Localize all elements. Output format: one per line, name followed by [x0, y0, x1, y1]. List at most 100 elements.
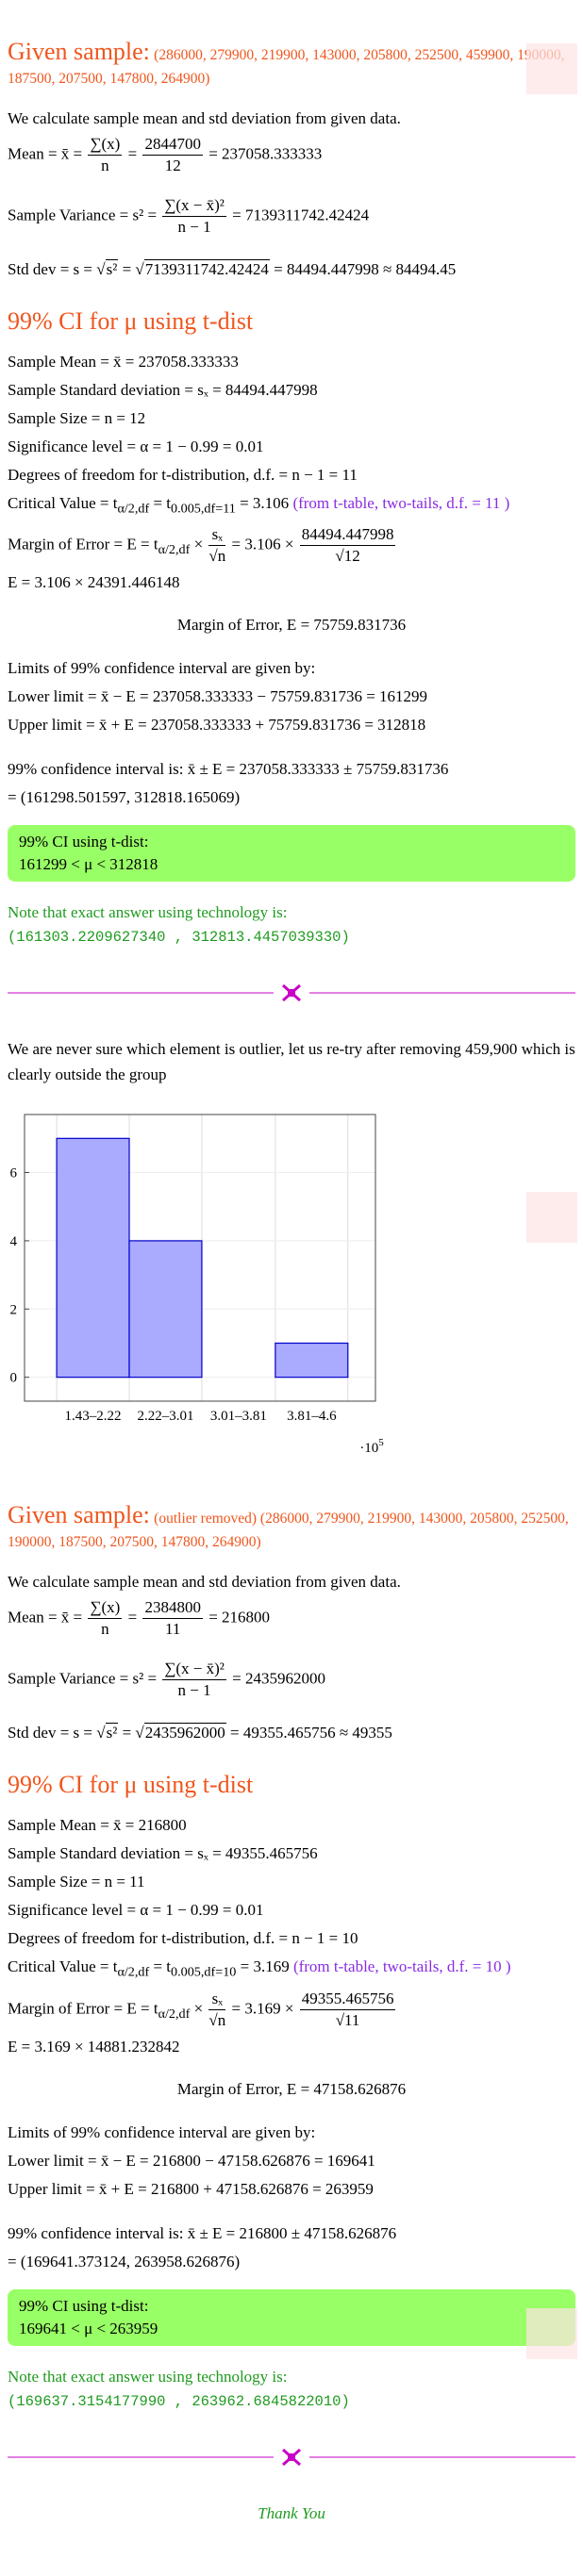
math-text: Critical Value = t: [8, 493, 118, 512]
math-text: = 49355.465756 ≈ 49355: [225, 1724, 392, 1742]
fraction: 84494.447998 √12: [299, 524, 396, 567]
spacer: [8, 1643, 575, 1656]
text-line: We calculate sample mean and std deviati…: [8, 1573, 401, 1592]
text-line: Degrees of freedom for t-distribution, d…: [8, 465, 358, 484]
radicand: s²: [105, 1723, 119, 1742]
denominator: n − 1: [177, 1681, 211, 1700]
x-tick-label: 2.22–3.01: [137, 1409, 193, 1424]
centered-result: Margin of Error, E = 47158.626876: [176, 2079, 407, 2098]
section: Given sample: (286000, 279900, 219900, 1…: [0, 36, 583, 949]
heading: 99% CI for μ using t-dist: [8, 1771, 254, 1799]
outlier-text: We are never sure which element is outli…: [8, 1040, 575, 1084]
math-text: Std dev = s =: [8, 259, 97, 278]
math-text: = 3.106 ×: [227, 535, 298, 553]
x-tick-label: 3.81–4.6: [287, 1409, 337, 1424]
text-line: Significance level = α = 1 − 0.99 = 0.01: [8, 1901, 264, 1920]
math-text: = 3.169 ×: [227, 1999, 298, 2018]
result-box: 99% CI using t-dist: 169641 < μ < 263959: [8, 2288, 575, 2346]
subscript: α/2,df: [158, 542, 191, 558]
spacer: [8, 1748, 575, 1761]
subscript: 0.005,df=11: [171, 501, 236, 517]
spacer: [8, 1704, 575, 1717]
text-line: Significance level = α = 1 − 0.99 = 0.01: [8, 437, 264, 455]
text-line: 99% confidence interval is: x̄ ± E = 237…: [8, 760, 449, 779]
given-values: (286000, 279900, 219900, 143000, 205800,…: [8, 47, 565, 87]
math-text: ×: [190, 535, 208, 553]
math-text: = t: [149, 493, 172, 512]
math-text: Std dev = s =: [8, 1724, 97, 1742]
math-text: = 237058.333333: [204, 144, 323, 163]
divider-art: [8, 984, 575, 1002]
denominator: √n: [208, 547, 226, 566]
formula: Sample Variance = s² = ∑(x − x̄)² n − 1 =…: [8, 195, 575, 238]
formula: Sample Variance = s² = ∑(x − x̄)² n − 1 =…: [8, 1659, 575, 1701]
sqrt: √2435962000: [135, 1723, 226, 1742]
box-title: 99% CI using t-dist:: [19, 2296, 149, 2315]
denominator: n: [101, 156, 109, 174]
formula: Margin of Error = E = tα/2,df × sₓ √n = 3…: [8, 1989, 575, 2031]
math-text: =: [124, 144, 142, 163]
subscript: α/2,df: [117, 1964, 150, 1980]
math-text: Sample Variance = s² =: [8, 206, 161, 224]
subscript: 0.005,df=10: [171, 1964, 237, 1980]
numerator: ∑(x): [88, 1597, 123, 1620]
text-line: Degrees of freedom for t-distribution, d…: [8, 1929, 358, 1948]
math-text: =: [124, 1608, 142, 1627]
spacer: [8, 2204, 575, 2218]
spacer: [8, 285, 575, 298]
math-text: Mean = x̄ =: [8, 1608, 87, 1627]
text-line: E = 3.169 × 14881.232842: [8, 2037, 180, 2056]
math-text: = 3.169: [236, 1957, 293, 1976]
radicand: 7139311742.42424: [143, 258, 270, 278]
sqrt-sign: √: [96, 1724, 106, 1742]
note-value: (161303.2209627340 , 312813.4457039330): [8, 929, 350, 947]
page: Given sample: (286000, 279900, 219900, 1…: [0, 36, 583, 2576]
text-line: Upper limit = x̄ + E = 216800 + 47158.62…: [8, 2179, 374, 2198]
text-line: E = 3.106 × 24391.446148: [8, 573, 180, 592]
formula: Critical Value = tα/2,df = t0.005,df=10 …: [8, 1954, 575, 1985]
text-line: Lower limit = x̄ − E = 237058.333333 − 7…: [8, 687, 428, 706]
sqrt-sign: √: [135, 1724, 144, 1742]
sqrt: √7139311742.42424: [135, 258, 270, 278]
text-line: Limits of 99% confidence interval are gi…: [8, 2122, 316, 2141]
watermark: [526, 43, 577, 94]
text-line: Sample Standard deviation = sₓ = 84494.4…: [8, 380, 318, 399]
numerator: sₓ: [208, 1989, 226, 2010]
spacer: [8, 179, 575, 192]
divider: [0, 2438, 583, 2476]
divider: [0, 974, 583, 1012]
math-text: = 3.106: [235, 493, 293, 512]
fraction: 2844700 12: [142, 134, 203, 176]
denominator: n: [101, 1620, 109, 1639]
numerator: 2384800: [142, 1597, 203, 1620]
text-line: Upper limit = x̄ + E = 237058.333333 + 7…: [8, 716, 426, 735]
text-line: Limits of 99% confidence interval are gi…: [8, 659, 316, 678]
text-line: Sample Size = n = 12: [8, 408, 146, 427]
text-line: = (169641.373124, 263958.626876): [8, 2252, 241, 2271]
fraction: ∑(x − x̄)² n − 1: [162, 1659, 226, 1701]
box-value: 161299 < μ < 312818: [19, 855, 158, 874]
note: Note that exact answer using technology …: [8, 2365, 575, 2414]
watermark: [526, 2308, 577, 2359]
denominator: 11: [165, 1620, 181, 1639]
fraction: ∑(x − x̄)² n − 1: [162, 195, 226, 238]
formula: Mean = x̄ = ∑(x) n = 2844700 12 = 237058.3…: [8, 134, 575, 176]
closing: Thank You: [258, 2503, 325, 2522]
numerator: ∑(x): [88, 134, 123, 156]
histogram: 0 2 4 6 1.43–2.22 2.22–3.01 3.01–3.81 3.81–4.6 ·…: [10, 1114, 384, 1456]
watermark: [526, 1192, 577, 1243]
numerator: ∑(x − x̄)²: [162, 195, 226, 217]
divider-art: [8, 2448, 575, 2466]
given-label: Given sample:: [8, 38, 150, 65]
formula: Mean = x̄ = ∑(x) n = 2384800 11 = 216800: [8, 1597, 575, 1640]
heading: 99% CI for μ using t-dist: [8, 306, 254, 335]
multiplier-base: ·10: [359, 1441, 378, 1456]
denominator: n − 1: [177, 217, 211, 236]
bar: [275, 1343, 349, 1379]
text-line: We calculate sample mean and std deviati…: [8, 108, 401, 127]
bar: [128, 1240, 203, 1379]
note-text: Note that exact answer using technology …: [8, 903, 288, 922]
math-text: = 2435962000: [227, 1669, 326, 1688]
sqrt-sign: √: [96, 259, 106, 278]
denominator: √12: [335, 547, 360, 566]
